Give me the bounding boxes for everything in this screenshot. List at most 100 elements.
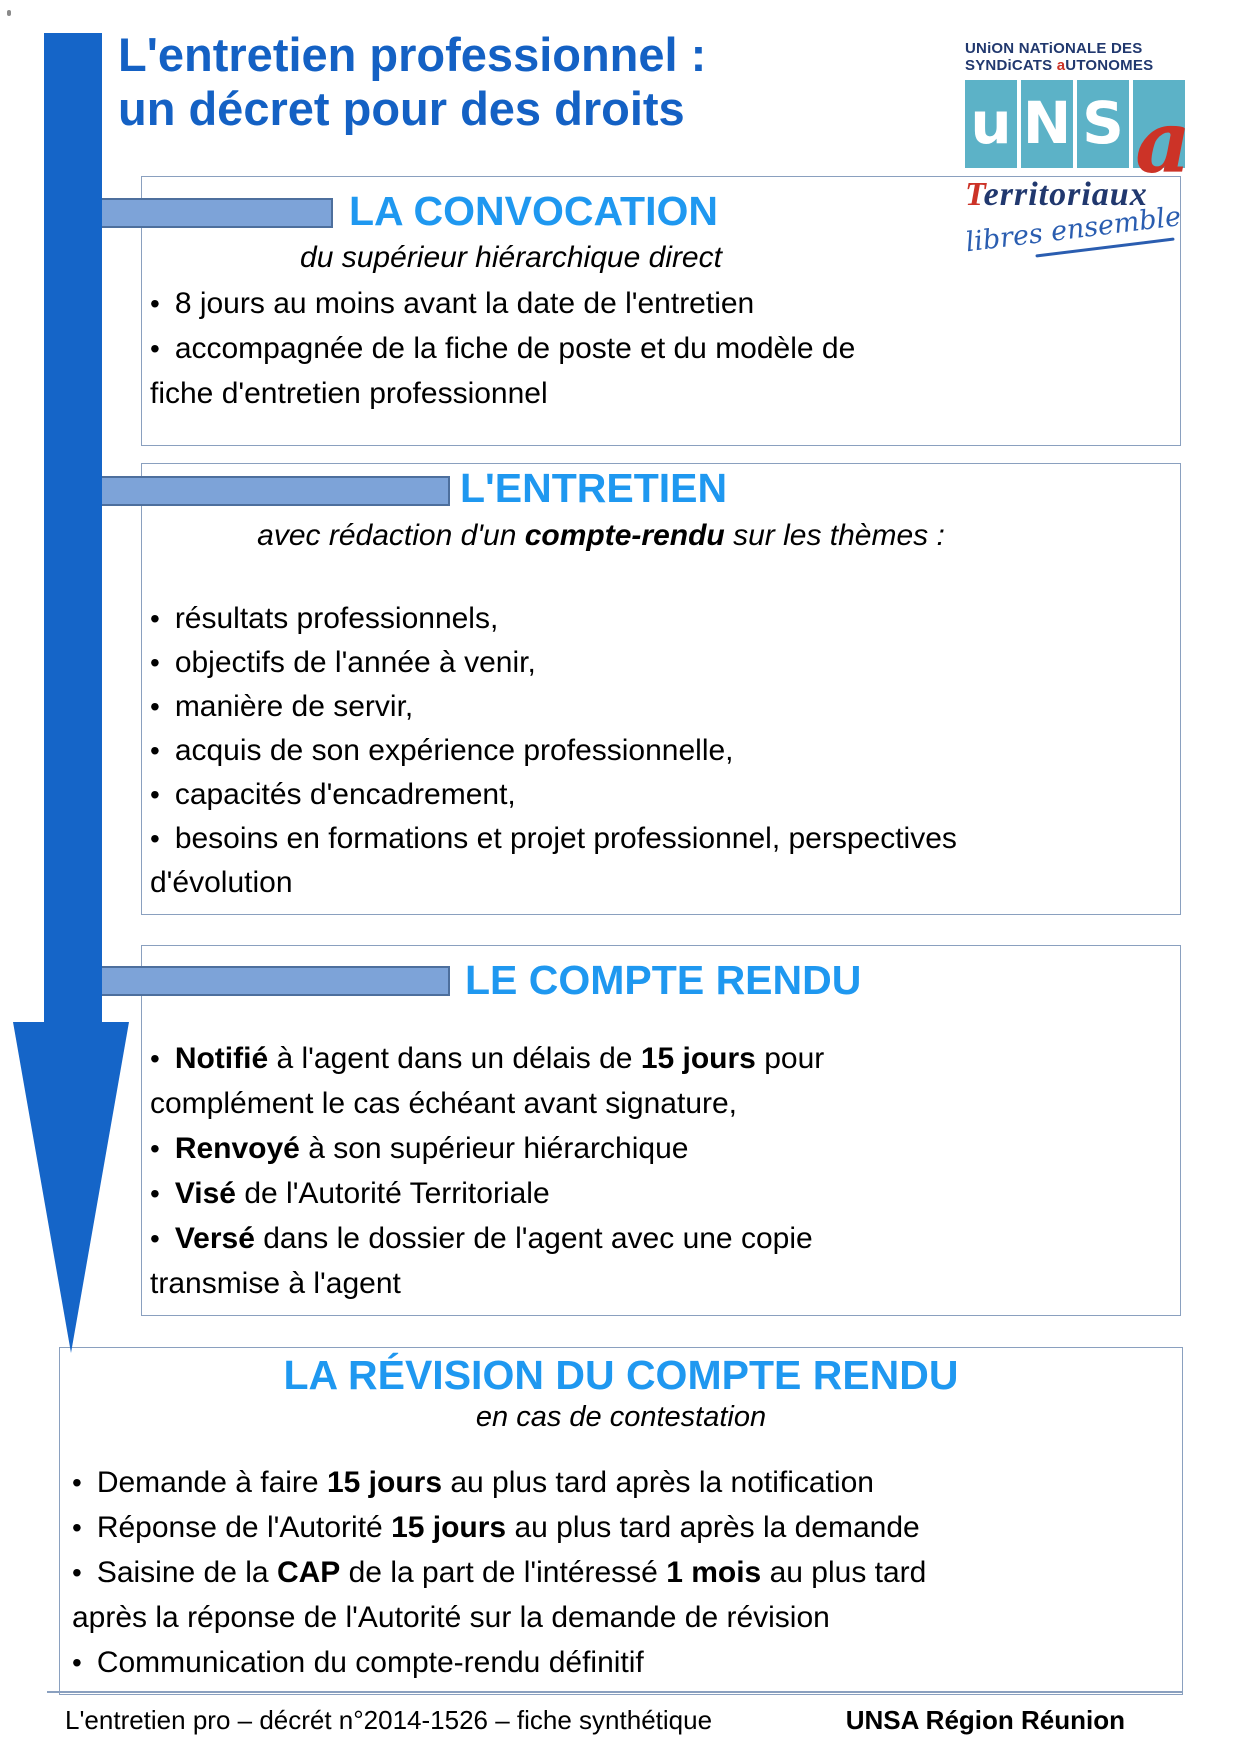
header-bar-compte-rendu — [65, 966, 450, 996]
scan-speck — [7, 10, 11, 16]
text-segment: dans le dossier de l'agent avec une copi… — [150, 1222, 813, 1300]
text-segment: Saisine de la — [96, 1556, 277, 1589]
text-segment: au plus tard après la notification — [442, 1466, 874, 1499]
bullet-item: • Saisine de la CAP de la part de l'intér… — [72, 1550, 1172, 1640]
unsa-logo: UNiON NATiONALE DES SYNDiCATS aUTONOMES … — [964, 40, 1191, 258]
section-panel-entretien — [141, 463, 1181, 915]
bullet-item: • Renvoyé à son supérieur hiérarchique — [150, 1126, 1150, 1171]
bullet-text: résultats professionnels, — [175, 602, 499, 635]
bullet-text: Demande à faire 15 jours au plus tard ap… — [97, 1466, 874, 1499]
bullet-dot: • — [72, 1557, 82, 1588]
bullet-text: acquis de son expérience professionnelle… — [175, 734, 734, 767]
text-segment: objectifs de l'année à venir, — [174, 646, 536, 679]
logo-block-n: N — [1021, 79, 1073, 168]
bullet-item: • 8 jours au moins avant la date de l'ent… — [150, 281, 1150, 326]
text-segment: 1 mois — [666, 1556, 762, 1589]
logo-union-line1: UNiON NATiONALE DES — [965, 40, 1143, 57]
text-segment: au plus tard après la réponse de l'Autor… — [72, 1556, 927, 1634]
section-subtitle-convocation: du supérieur hiérarchique direct — [141, 241, 881, 275]
text-segment: Visé — [174, 1177, 236, 1210]
section-subtitle-revision: en cas de contestation — [59, 1401, 1183, 1434]
section-panel-compte-rendu — [141, 945, 1181, 1316]
footer-right-text: UNSA Région Réunion — [845, 1705, 1125, 1735]
bullet-item: • capacités d'encadrement, — [150, 773, 1150, 817]
bullet-dot: • — [72, 1467, 82, 1498]
bullet-text: Notifié à l'agent dans un délais de 15 j… — [150, 1042, 824, 1120]
text-segment: de la part de l'intéressé — [340, 1556, 667, 1589]
page-title-line2: un décret pour des droits — [118, 81, 685, 135]
logo-letter-s: S — [1082, 88, 1124, 157]
down-arrow-head-icon — [13, 1022, 129, 1353]
text-segment: accompagnée de la fiche de poste et du m… — [150, 332, 856, 410]
bullet-text: objectifs de l'année à venir, — [175, 646, 536, 679]
bullet-dot: • — [150, 333, 160, 364]
page-title: L'entretien professionnel : un décret po… — [118, 28, 706, 135]
down-arrow-shaft — [44, 33, 102, 1023]
logo-block-s: S — [1077, 79, 1129, 168]
bullet-dot: • — [150, 1133, 160, 1164]
text-segment: CAP — [276, 1556, 341, 1589]
bullet-text: Saisine de la CAP de la part de l'intére… — [72, 1556, 926, 1634]
header-bar-entretien — [65, 476, 450, 506]
section-title-entretien: L'ENTRETIEN — [460, 465, 728, 511]
bullet-text: Visé de l'Autorité Territoriale — [175, 1177, 550, 1210]
logo-union-line2: SYNDiCATS aUTONOMES — [965, 57, 1185, 74]
header-bar-convocation — [65, 198, 333, 228]
bullet-item: • Demande à faire 15 jours au plus tard a… — [72, 1460, 1172, 1505]
bullet-item: • Versé dans le dossier de l'agent avec u… — [150, 1216, 1150, 1306]
text-segment: à son supérieur hiérarchique — [299, 1132, 689, 1165]
text-segment: résultats professionnels, — [174, 602, 499, 635]
text-segment: 15 jours — [391, 1511, 507, 1544]
logo-territoriaux: Territoriaux — [965, 176, 1185, 214]
text-segment: Notifié — [174, 1042, 269, 1075]
bullet-dot: • — [150, 823, 160, 854]
text-segment: à l'agent dans un délais de — [268, 1042, 641, 1075]
logo-territoriaux-rest: erritoriaux — [983, 175, 1148, 213]
bullet-dot: • — [150, 288, 160, 319]
bullet-item: • Réponse de l'Autorité 15 jours au plus … — [72, 1505, 1172, 1550]
bullet-dot: • — [150, 647, 160, 678]
bullet-item: • objectifs de l'année à venir, — [150, 641, 1150, 685]
bullet-dot: • — [150, 603, 160, 634]
text-segment: manière de servir, — [174, 690, 414, 723]
bullet-item: • Communication du compte-rendu définitif — [72, 1640, 1172, 1685]
logo-letter-a-red: a — [1135, 91, 1191, 193]
text-segment: avec rédaction d'un — [257, 519, 525, 552]
logo-letter-u: u — [970, 88, 1012, 157]
text-segment: acquis de son expérience professionnelle… — [174, 734, 734, 767]
bullet-list-revision: • Demande à faire 15 jours au plus tard a… — [72, 1460, 1172, 1685]
bullet-item: • manière de servir, — [150, 685, 1150, 729]
bullet-dot: • — [150, 1178, 160, 1209]
text-segment: Réponse de l'Autorité — [96, 1511, 392, 1544]
bullet-item: • besoins en formations et projet profess… — [150, 817, 1150, 905]
bullet-text: capacités d'encadrement, — [175, 778, 516, 811]
text-segment: de l'Autorité Territoriale — [235, 1177, 550, 1210]
bullet-item: • Visé de l'Autorité Territoriale — [150, 1171, 1150, 1216]
bullet-dot: • — [150, 691, 160, 722]
bullet-text: Réponse de l'Autorité 15 jours au plus t… — [97, 1511, 920, 1544]
bullet-list-entretien: • résultats professionnels, • objectifs de … — [150, 597, 1150, 905]
footer-rule — [47, 1691, 1183, 1693]
text-segment: en cas de contestation — [475, 1401, 767, 1433]
bullet-text: besoins en formations et projet professi… — [150, 822, 957, 899]
text-segment: Versé — [174, 1222, 255, 1255]
text-segment: 8 jours au moins avant la date de l'entr… — [174, 287, 755, 320]
section-title-compte-rendu: LE COMPTE RENDU — [465, 957, 862, 1003]
section-panel-revision — [59, 1347, 1183, 1695]
section-subtitle-entretien: avec rédaction d'un compte-rendu sur les… — [141, 519, 1061, 553]
bullet-text: manière de servir, — [175, 690, 413, 723]
text-segment: capacités d'encadrement, — [174, 778, 516, 811]
bullet-list-convocation: • 8 jours au moins avant la date de l'ent… — [150, 281, 1150, 416]
text-segment: compte-rendu — [524, 519, 725, 552]
text-segment: sur les thèmes : — [724, 519, 945, 552]
logo-line2-red-a: a — [1056, 57, 1066, 75]
logo-letter-blocks: u N S a — [965, 79, 1191, 185]
text-segment: 15 jours — [326, 1466, 443, 1499]
bullet-item: • acquis de son expérience professionnell… — [150, 729, 1150, 773]
text-segment: pour complément le cas échéant avant sig… — [150, 1042, 825, 1120]
bullet-dot: • — [72, 1647, 82, 1678]
bullet-text: Renvoyé à son supérieur hiérarchique — [175, 1132, 689, 1165]
logo-line2-post: UTONOMES — [1065, 57, 1154, 75]
bullet-list-compte-rendu: • Notifié à l'agent dans un délais de 15 … — [150, 1036, 1150, 1306]
